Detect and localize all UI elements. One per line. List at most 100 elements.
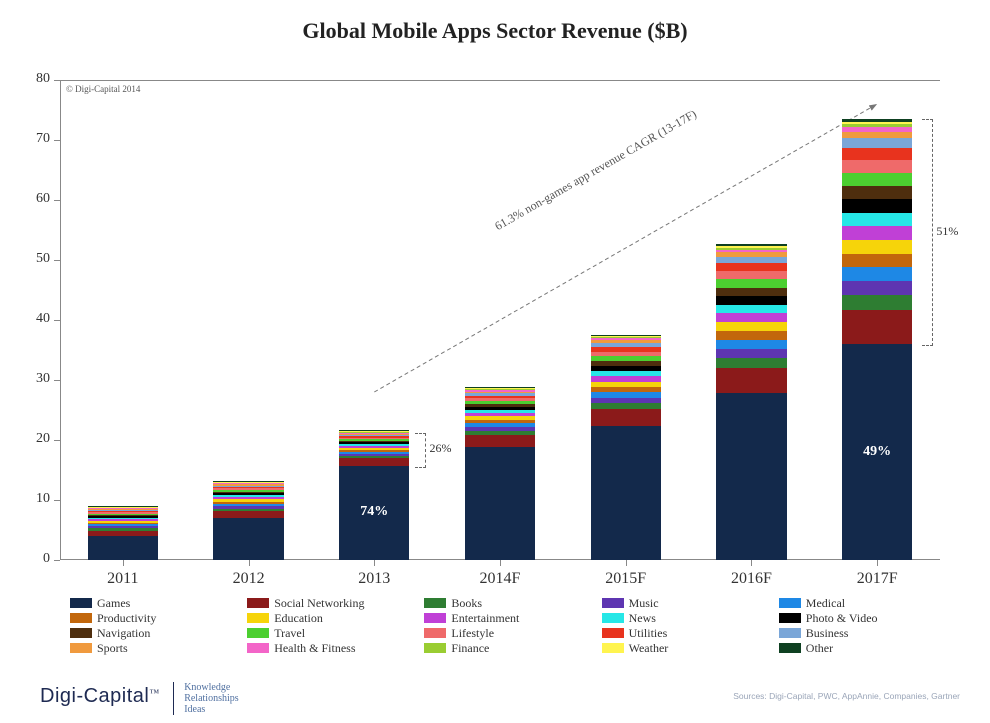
x-axis-label: 2015F (605, 570, 646, 588)
y-axis-label: 40 (10, 311, 50, 327)
bar-segment (842, 160, 912, 173)
bar-segment (716, 349, 786, 358)
legend-swatch (247, 613, 269, 623)
bar-segment (591, 409, 661, 426)
x-tick (626, 560, 627, 566)
legend-item: Productivity (70, 611, 241, 625)
legend-swatch (602, 598, 624, 608)
y-axis-label: 70 (10, 131, 50, 147)
legend-label: Travel (274, 626, 305, 640)
legend-label: Health & Fitness (274, 641, 355, 655)
legend-label: Other (806, 641, 833, 655)
legend-item: Games (70, 596, 241, 610)
bar-segment (213, 511, 283, 518)
legend-label: Entertainment (451, 611, 519, 625)
y-axis-label: 60 (10, 191, 50, 207)
legend-item: Finance (424, 641, 595, 655)
legend-label: Finance (451, 641, 489, 655)
bar-segment (339, 458, 409, 466)
legend-item: Business (779, 626, 950, 640)
x-axis-label: 2017F (857, 570, 898, 588)
legend-item: Health & Fitness (247, 641, 418, 655)
bar-segment (716, 263, 786, 271)
x-axis-label: 2011 (107, 570, 138, 588)
bar-segment (842, 213, 912, 227)
range-bracket (415, 433, 426, 468)
brand-name: Digi-Capital (40, 685, 149, 707)
bar-value-label: 74% (360, 504, 388, 520)
legend-swatch (424, 598, 446, 608)
bar-segment (842, 240, 912, 254)
sources-text: Sources: Digi-Capital, PWC, AppAnnie, Co… (733, 691, 960, 701)
bar-segment (842, 199, 912, 212)
bar-segment (842, 173, 912, 186)
bar-value-label: 49% (863, 444, 891, 460)
bar-segment (716, 313, 786, 322)
stacked-bar (842, 119, 912, 560)
legend-label: Social Networking (274, 596, 364, 610)
legend-label: Weather (629, 641, 669, 655)
legend-label: Utilities (629, 626, 668, 640)
legend-item: Photo & Video (779, 611, 950, 625)
legend-swatch (70, 628, 92, 638)
stacked-bar (339, 430, 409, 560)
stacked-bar (591, 335, 661, 560)
legend-item: Books (424, 596, 595, 610)
y-axis-label: 0 (10, 551, 50, 567)
y-axis-label: 50 (10, 251, 50, 267)
brand-taglines: Knowledge Relationships Ideas (173, 682, 238, 715)
legend-swatch (602, 628, 624, 638)
stacked-bar (465, 387, 535, 560)
cagr-label: 61.3% non-games app revenue CAGR (13-17F… (492, 107, 699, 234)
bar-segment (213, 518, 283, 560)
legend-swatch (247, 643, 269, 653)
bar-segment (716, 340, 786, 349)
bar-segment (716, 279, 786, 288)
legend-item: Education (247, 611, 418, 625)
legend-item: Medical (779, 596, 950, 610)
legend-item: Entertainment (424, 611, 595, 625)
bar-segment (716, 305, 786, 314)
tagline: Ideas (184, 704, 205, 715)
bar-segment (591, 426, 661, 560)
y-tick (54, 260, 60, 261)
y-tick (54, 440, 60, 441)
legend-label: Navigation (97, 626, 150, 640)
x-axis-label: 2014F (480, 570, 521, 588)
bar-segment (716, 331, 786, 340)
legend-swatch (247, 628, 269, 638)
tagline: Knowledge (184, 682, 230, 693)
legend-item: Sports (70, 641, 241, 655)
x-tick (374, 560, 375, 566)
legend-label: Productivity (97, 611, 156, 625)
x-axis-label: 2016F (731, 570, 772, 588)
bracket-label: 26% (429, 441, 451, 456)
chart-title: Global Mobile Apps Sector Revenue ($B) (0, 18, 990, 44)
bar-segment (716, 368, 786, 393)
stacked-bar (716, 244, 786, 560)
y-tick (54, 200, 60, 201)
legend-swatch (602, 643, 624, 653)
legend-label: News (629, 611, 656, 625)
legend-label: Music (629, 596, 659, 610)
x-tick (877, 560, 878, 566)
y-axis-label: 80 (10, 71, 50, 87)
y-axis-label: 30 (10, 371, 50, 387)
bar-segment (842, 267, 912, 281)
legend-swatch (424, 613, 446, 623)
x-axis-label: 2013 (358, 570, 390, 588)
y-axis-label: 10 (10, 491, 50, 507)
legend-item: Utilities (602, 626, 773, 640)
legend-swatch (70, 613, 92, 623)
legend-label: Education (274, 611, 323, 625)
legend: GamesSocial NetworkingBooksMusicMedicalP… (70, 596, 950, 655)
x-axis-label: 2012 (233, 570, 265, 588)
bar-segment (842, 226, 912, 240)
bar-segment (842, 138, 912, 147)
legend-label: Books (451, 596, 482, 610)
legend-label: Photo & Video (806, 611, 878, 625)
bar-segment (465, 435, 535, 447)
legend-swatch (779, 613, 801, 623)
y-tick (54, 560, 60, 561)
bar-segment (842, 310, 912, 344)
